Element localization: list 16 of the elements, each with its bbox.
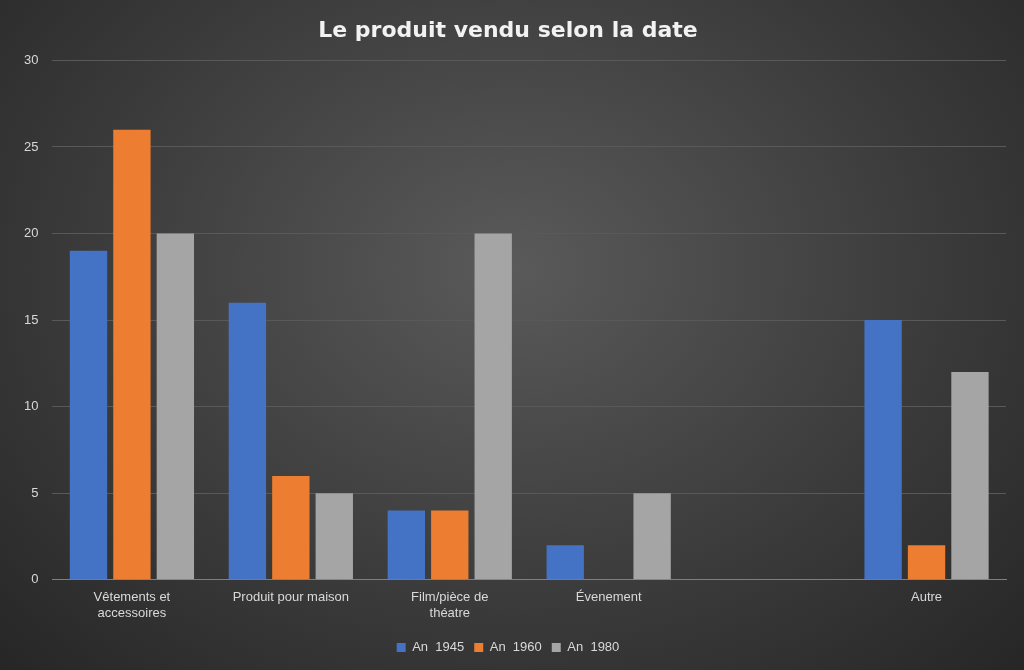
y-tick-label: 10 [23,398,39,414]
x-tick-label: Autre [911,589,943,605]
x-tick-label: Film/pièce de théatre [411,589,489,620]
y-tick-label: 15 [23,311,39,327]
y-tick-label: 0 [31,571,39,587]
legend-label: An 1945 [412,639,465,655]
y-tick-label: 30 [23,51,39,67]
y-tick-label: 25 [23,138,39,154]
x-tick-label: Produit pour maison [232,589,350,605]
legend-label: An 1980 [567,639,620,655]
y-tick-label: 20 [23,225,39,241]
legend-label: An 1960 [489,639,542,655]
chart-title: Le produit vendu selon la date [318,16,698,42]
x-tick-label: Évenement [575,589,642,605]
y-tick-label: 5 [31,484,39,500]
x-tick-label: Vêtements et accessoires [93,589,171,620]
